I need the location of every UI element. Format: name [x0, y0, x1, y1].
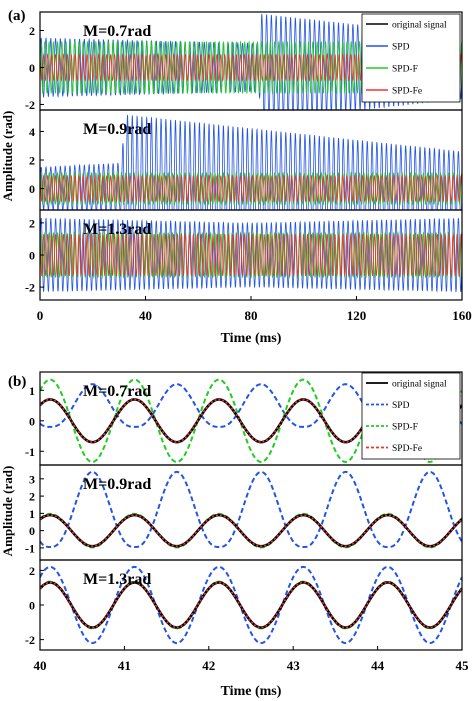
- legend: original signal SPD SPD-F SPD-Fe: [361, 13, 461, 103]
- panel-title: M=1.3rad: [83, 221, 151, 238]
- series-line-spd: [40, 565, 462, 645]
- x-tick-label: 43: [287, 658, 301, 673]
- x-axis-label: Time (ms): [221, 331, 282, 346]
- panel-series: [40, 217, 462, 293]
- series-line-spd: [40, 383, 462, 428]
- series-line-spd-fe: [40, 174, 462, 204]
- panel-title: M=0.7rad: [83, 23, 151, 40]
- y-tick-label: 2: [29, 564, 35, 578]
- series-line-spd-fe: [40, 514, 462, 547]
- y-tick-label: -2: [25, 281, 35, 295]
- series-line-spd-fe: [40, 232, 462, 278]
- y-tick-label: -1: [25, 445, 35, 459]
- y-tick-label: 0: [29, 414, 35, 428]
- legend-label: SPD: [392, 401, 410, 411]
- legend-label: SPD: [392, 43, 410, 53]
- panel-title: M=1.3rad: [83, 571, 151, 588]
- y-tick-label: 4: [29, 125, 35, 139]
- x-tick-label: 44: [371, 658, 385, 673]
- legend-label: SPD-F: [392, 65, 418, 75]
- panel-3: -2 0 2 M=1.3rad: [25, 209, 463, 301]
- y-tick-label: 2: [29, 490, 35, 504]
- legend: original signal SPD SPD-F SPD-Fe: [361, 372, 461, 460]
- chart-b: (b) -1 0 1 M=0.7rad -1 0 1 2 3 M=0.9rad -2 0 2 M=1.3ra…: [0, 371, 470, 699]
- y-tick-label: 0: [29, 182, 35, 196]
- legend-box: [361, 372, 461, 460]
- y-tick-label: -2: [25, 633, 35, 647]
- x-tick-label: 80: [245, 308, 258, 323]
- x-tick-label: 41: [118, 658, 131, 673]
- legend-box: [361, 13, 461, 103]
- legend-label: original signal: [392, 21, 447, 31]
- legend-label: SPD-F: [392, 423, 418, 433]
- y-tick-label: 3: [29, 472, 35, 486]
- y-tick-label: 1: [29, 507, 35, 521]
- x-tick-label: 42: [202, 658, 215, 673]
- y-tick-label: 2: [29, 154, 35, 168]
- figure-label: (b): [8, 374, 26, 390]
- panel-series: [40, 470, 462, 549]
- panel-series: [40, 565, 462, 645]
- legend-label: SPD-Fe: [392, 87, 422, 97]
- figure-label: (a): [8, 8, 26, 24]
- panel-2: -1 0 1 2 3 M=0.9rad: [25, 464, 463, 561]
- y-tick-label: 0: [29, 599, 35, 613]
- y-tick-label: 1: [29, 384, 35, 398]
- series-line-spd: [40, 470, 462, 549]
- y-tick-label: 0: [29, 249, 35, 263]
- panel-3: -2 0 2 M=1.3rad: [25, 559, 463, 651]
- panel-title: M=0.9rad: [83, 121, 151, 138]
- series-line-original-signal: [40, 581, 462, 629]
- panel-series: [40, 114, 462, 210]
- y-tick-label: 0: [29, 524, 35, 538]
- series-line-spd-f: [40, 378, 462, 463]
- panel-title: M=0.7rad: [83, 383, 151, 400]
- series-line-spd-f: [40, 231, 462, 279]
- y-tick-label: 2: [29, 216, 35, 230]
- x-tick-label: 45: [456, 658, 470, 673]
- series-line-spd-f: [40, 171, 462, 206]
- y-tick-label: 2: [29, 24, 35, 38]
- x-tick-label: 160: [452, 308, 472, 323]
- y-tick-label: -2: [25, 98, 35, 112]
- y-axis-label: Amplitude (rad): [0, 111, 15, 202]
- panel-title: M=0.9rad: [83, 476, 151, 493]
- x-axis-label: Time (ms): [221, 684, 282, 699]
- x-tick-label: 40: [34, 658, 47, 673]
- x-tick-label: 40: [139, 308, 152, 323]
- x-tick-label: 120: [347, 308, 367, 323]
- legend-label: SPD-Fe: [392, 444, 422, 454]
- y-tick-label: -1: [25, 541, 35, 555]
- y-axis-label: Amplitude (rad): [0, 466, 15, 557]
- legend-label: original signal: [392, 380, 447, 390]
- y-tick-label: 0: [29, 61, 35, 75]
- x-tick-label: 0: [37, 308, 44, 323]
